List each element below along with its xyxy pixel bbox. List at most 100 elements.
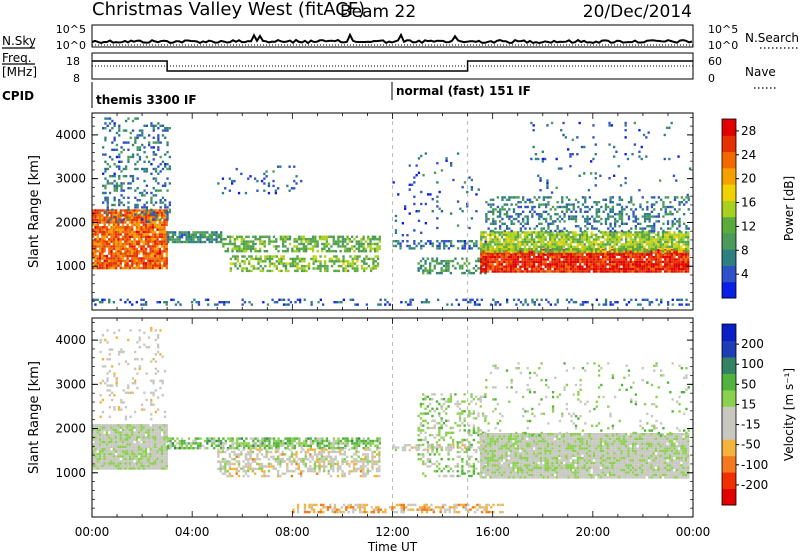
power-cell — [629, 255, 632, 259]
power-cell — [152, 141, 155, 144]
velocity-cell — [121, 462, 125, 465]
power-cell — [644, 298, 647, 301]
power-cell — [489, 205, 493, 209]
power-cell — [560, 270, 563, 273]
power-cell — [664, 238, 667, 241]
power-cell — [337, 260, 341, 263]
power-cell — [140, 209, 143, 212]
power-cell — [489, 245, 492, 248]
velocity-cell — [119, 460, 122, 463]
velocity-cell — [131, 436, 134, 439]
power-cell — [489, 303, 493, 306]
power-cell — [360, 240, 363, 243]
power-cell — [533, 270, 536, 273]
power-cell — [590, 255, 593, 259]
power-cell — [544, 238, 547, 241]
power-cell — [215, 238, 218, 241]
power-cell — [685, 201, 688, 204]
power-cell — [351, 267, 354, 270]
power-cell — [413, 240, 416, 243]
power-cell — [675, 263, 678, 266]
power-cell — [654, 270, 658, 273]
velocity-cell — [147, 467, 150, 470]
power-cell — [420, 190, 423, 194]
power-cell — [533, 248, 536, 251]
power-cell — [641, 243, 644, 246]
power-cell — [165, 240, 168, 243]
velocity-cell — [115, 440, 118, 444]
power-cell — [629, 267, 632, 271]
power-cell — [101, 218, 104, 222]
power-cell — [108, 209, 111, 212]
power-cell — [515, 213, 518, 216]
power-cell — [597, 248, 600, 251]
power-cell — [654, 258, 658, 261]
power-cell — [113, 172, 116, 175]
velocity-cell — [94, 445, 97, 449]
power-cell — [314, 235, 317, 238]
velocity-cell — [124, 448, 127, 451]
power-cell — [384, 303, 387, 306]
power-cell — [622, 243, 625, 246]
velocity-cell — [101, 452, 104, 456]
velocity-cell — [128, 424, 132, 427]
power-cell — [540, 222, 543, 225]
power-cell — [459, 207, 462, 210]
power-cell — [106, 203, 109, 207]
velocity-cell — [135, 426, 138, 429]
power-cell — [533, 301, 536, 304]
power-cell — [224, 250, 227, 253]
power-cell — [645, 236, 648, 239]
power-cell — [317, 264, 320, 268]
power-cell — [138, 221, 141, 224]
power-cell — [127, 160, 130, 163]
velocity-cell — [92, 426, 95, 429]
power-cell — [498, 240, 501, 244]
power-cell — [558, 231, 561, 234]
power-cell — [135, 259, 138, 263]
power-cell — [365, 303, 368, 306]
power-cell — [600, 217, 603, 221]
power-cell — [220, 231, 223, 234]
power-cell — [585, 255, 589, 259]
power-cell — [484, 250, 487, 253]
power-cell — [101, 238, 104, 241]
power-cell — [660, 227, 663, 230]
power-cell — [342, 255, 345, 258]
power-cell — [118, 199, 121, 202]
power-cell — [618, 267, 621, 271]
power-cell — [634, 225, 637, 228]
power-cell — [641, 298, 644, 301]
power-cell — [533, 255, 536, 259]
power-cell — [128, 228, 132, 231]
power-cell — [399, 242, 402, 245]
power-cell — [149, 247, 152, 251]
power-cell — [666, 243, 669, 246]
power-cell — [147, 214, 150, 217]
power-cell — [659, 251, 662, 254]
power-cell — [516, 258, 520, 261]
power-cell — [500, 231, 504, 234]
power-cell — [671, 258, 674, 261]
power-cell — [503, 243, 506, 246]
velocity-cell — [138, 431, 141, 434]
power-cell — [671, 220, 674, 223]
power-cell — [606, 243, 609, 246]
power-cell — [638, 129, 641, 132]
power-cell — [554, 208, 557, 211]
power-cell — [152, 211, 155, 214]
power-cell — [537, 255, 540, 259]
power-cell — [510, 270, 513, 273]
power-cell — [328, 257, 331, 261]
power-cell — [638, 248, 642, 251]
power-cell — [503, 258, 506, 261]
power-cell — [101, 235, 104, 239]
power-cell — [337, 235, 340, 238]
power-cell — [158, 264, 161, 267]
power-cell — [671, 243, 674, 246]
power-cell — [357, 250, 361, 253]
power-cell — [613, 238, 616, 241]
power-cell — [180, 231, 184, 234]
power-cell — [328, 250, 331, 253]
power-cell — [556, 227, 559, 230]
